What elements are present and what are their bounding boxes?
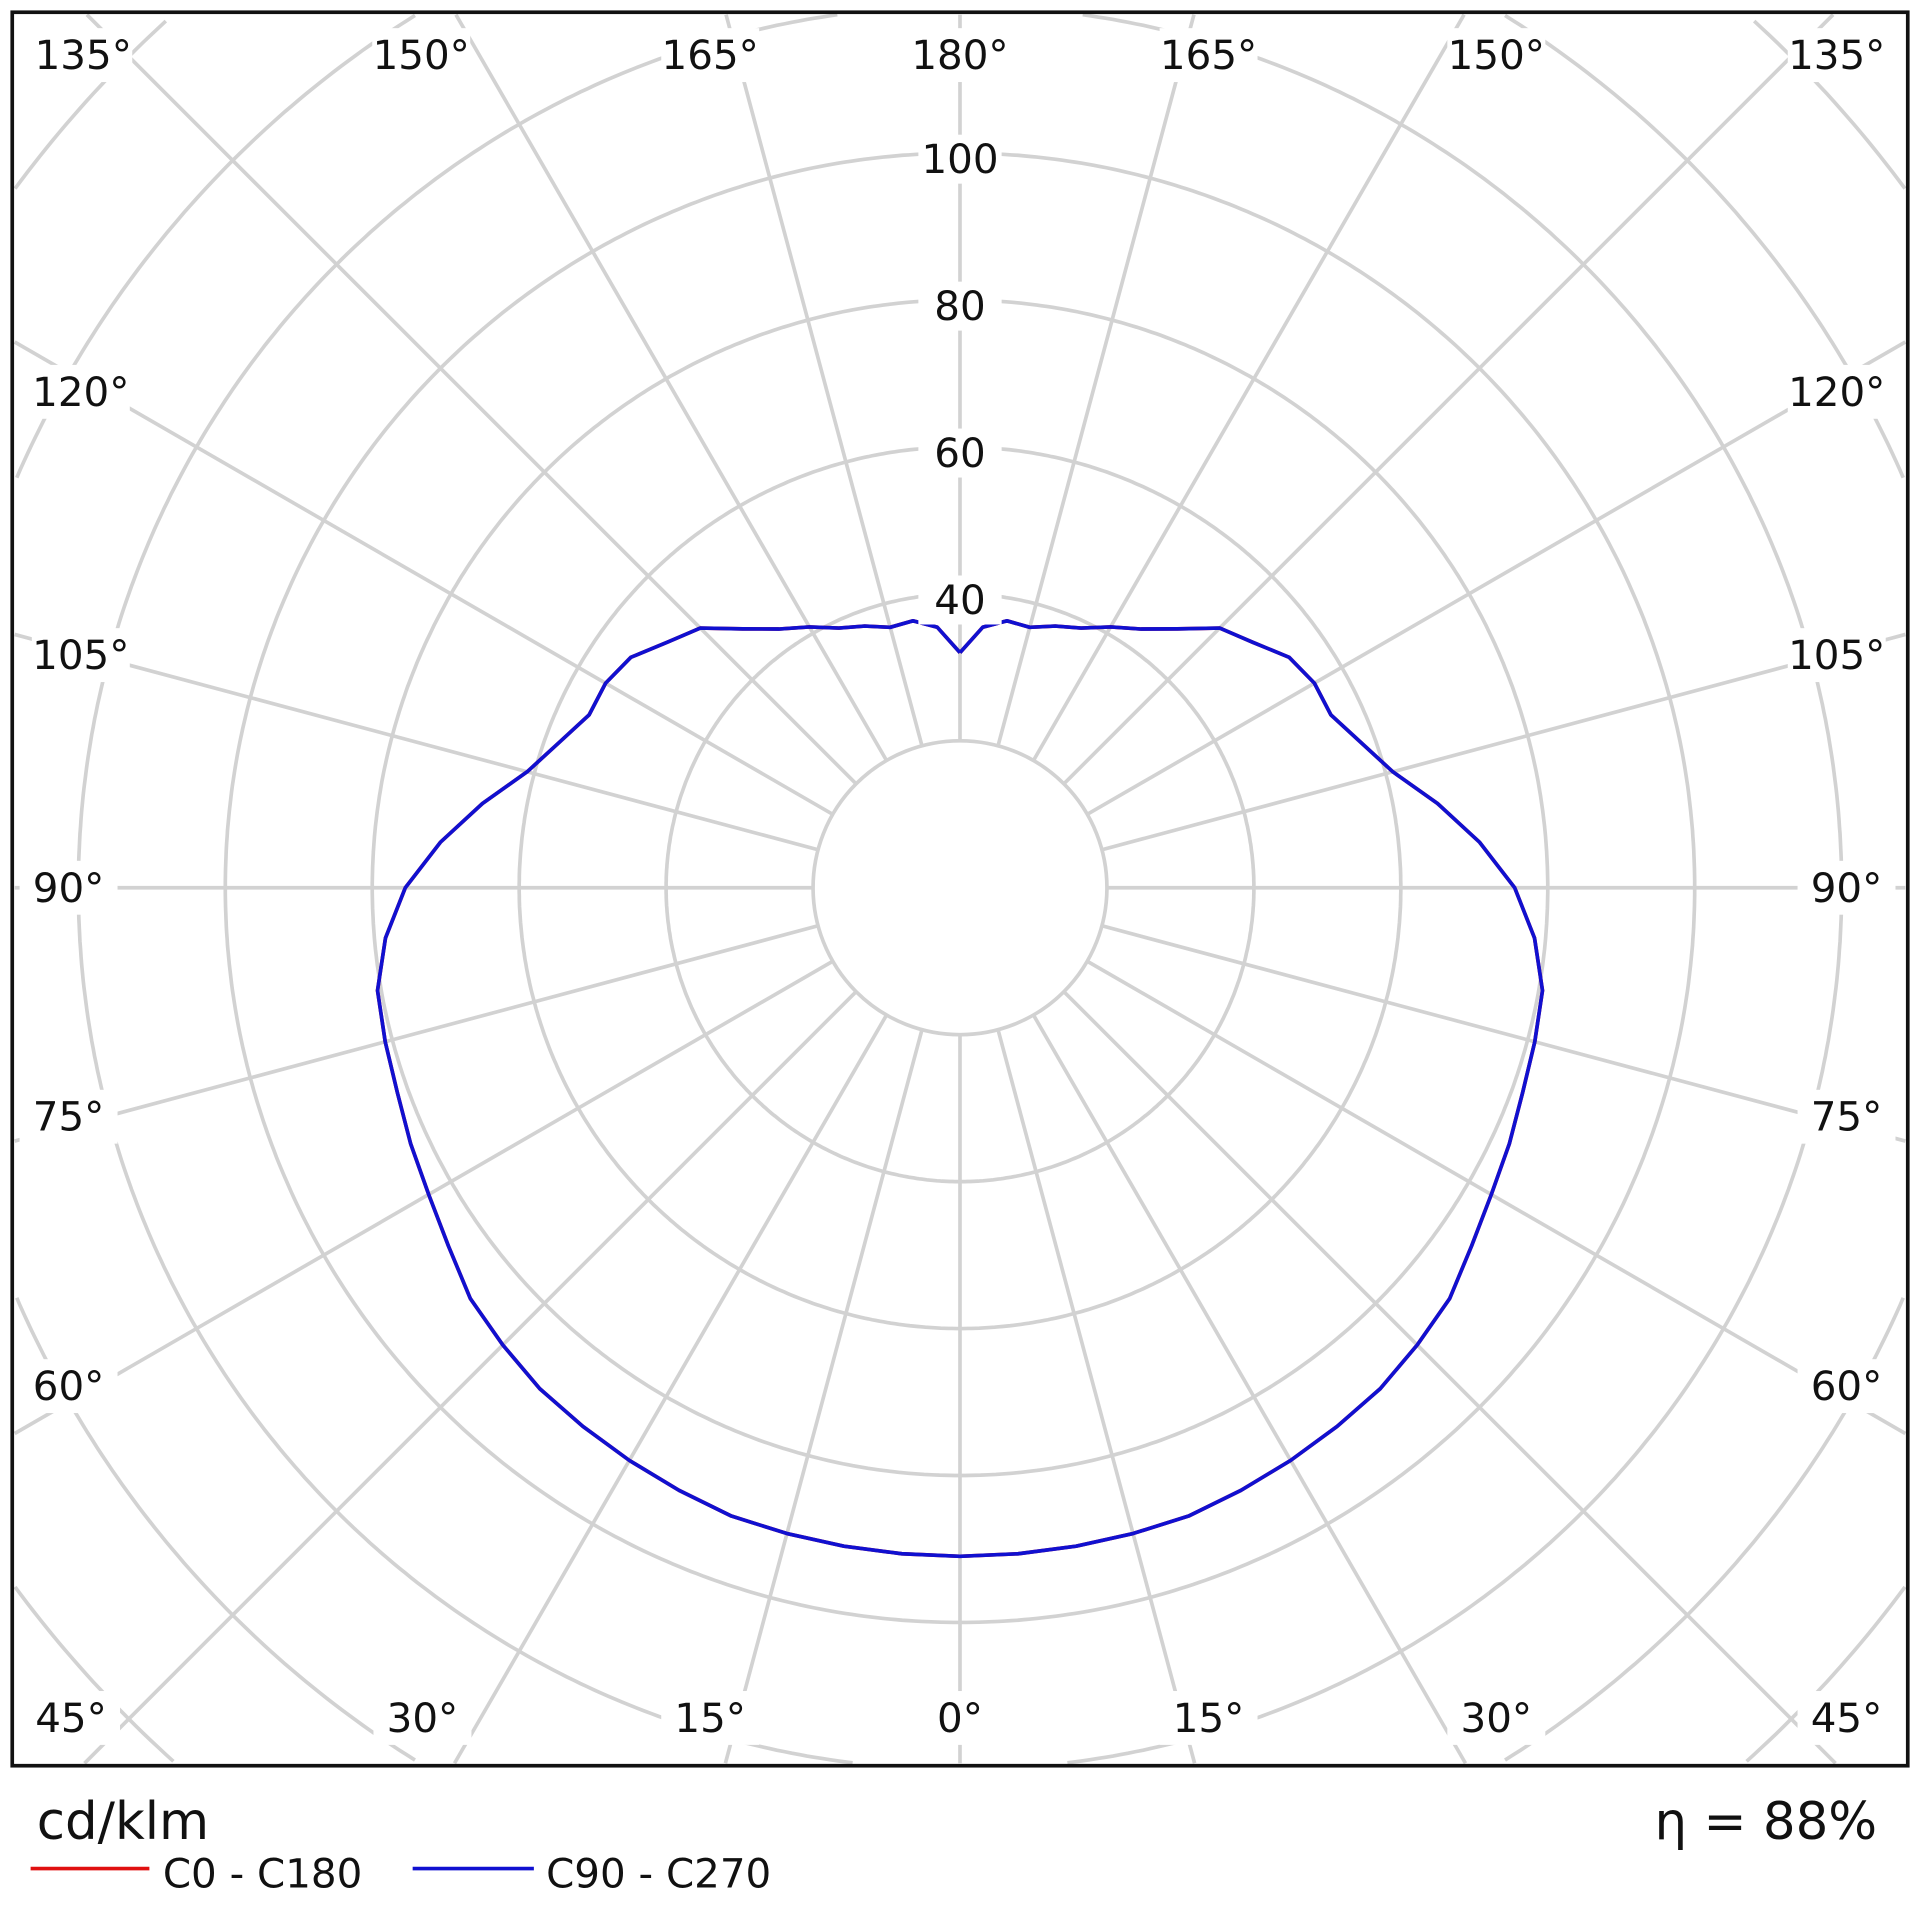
angle-label-bg (1447, 28, 1546, 83)
grid-radial-line (1101, 632, 1906, 852)
angle-label-bg (661, 28, 760, 83)
angle-label-left: 120° (32, 368, 129, 416)
grid-radial-line (14, 632, 819, 852)
angle-label-top: 180° (911, 31, 1008, 79)
legend-label-c90-c270: C90 - C270 (546, 1849, 771, 1897)
angle-label-left: 90° (33, 864, 105, 912)
angle-label-top: 135° (1788, 31, 1885, 79)
efficiency-label: η = 88% (1655, 1792, 1878, 1852)
curves (375, 618, 1545, 1559)
angle-label-bg (372, 28, 471, 83)
grid-radial-line (83, 990, 858, 1765)
grid-radial-line (14, 924, 819, 1143)
angle-label-right: 75° (1811, 1093, 1883, 1141)
grid-radial-line (85, 13, 858, 786)
grid-radial-line (454, 13, 889, 762)
angle-label-bg (1797, 1359, 1896, 1414)
angle-label-top: 165° (662, 31, 759, 79)
grid-ring (13, 19, 168, 190)
angle-label-bg (1787, 364, 1886, 419)
angle-label-bg (1797, 860, 1896, 915)
angle-label-right: 105° (1788, 631, 1885, 679)
radial-tick-labels: 100 80 60 40 (918, 134, 1002, 625)
angle-label-bottom: 15° (674, 1694, 746, 1742)
angle-label-bg (1787, 628, 1886, 683)
angle-label-bg (911, 28, 1009, 83)
angle-label-bg (373, 1691, 472, 1745)
grid-radial-line (1086, 340, 1907, 816)
angle-label-bg (1787, 28, 1886, 83)
tick-label-bg (918, 281, 1002, 331)
angle-label-bg (1447, 1691, 1546, 1745)
angle-label-bg (1797, 1691, 1896, 1745)
angle-label-bg (22, 1691, 120, 1745)
angle-label-bottom: 30° (387, 1694, 459, 1742)
angle-label-bottom: 45° (35, 1694, 107, 1742)
angle-label-top: 165° (1160, 31, 1257, 79)
grid-radial-line (13, 959, 834, 1436)
grid-radial-line (996, 1029, 1197, 1764)
angle-label-left: 75° (33, 1093, 105, 1141)
angle-label-bottom: 45° (1811, 1694, 1883, 1742)
grid-radial-line (1101, 924, 1906, 1143)
grid-radial-line (1062, 13, 1835, 786)
legend-label-c0-c180: C0 - C180 (163, 1849, 362, 1897)
angle-label-right: 60° (1811, 1362, 1883, 1410)
grid-radial-line (13, 340, 834, 816)
angle-label-bg (911, 1691, 1009, 1745)
angle-label-bg (34, 28, 133, 83)
angle-label-bg (1797, 1089, 1896, 1144)
polar-grid (13, 12, 1907, 1765)
angle-label-bg (1159, 28, 1258, 83)
grid-radial-line (1031, 1014, 1468, 1765)
angle-label-bg (1159, 1691, 1258, 1745)
grid-radial-line (723, 1029, 924, 1764)
grid-ring (811, 738, 1109, 1037)
angle-label-bg (661, 1691, 760, 1745)
angle-label-bottom: 15° (1173, 1694, 1245, 1742)
angle-label-bg (19, 1359, 118, 1414)
angle-label-right: 90° (1811, 864, 1883, 912)
angle-label-left: 105° (32, 631, 129, 679)
radial-tick-label: 40 (934, 576, 985, 624)
unit-label: cd/klm (37, 1792, 209, 1852)
grid-radial-line (1086, 959, 1907, 1436)
grid-radial-line (1031, 13, 1466, 762)
angle-label-top: 150° (1448, 31, 1545, 79)
angle-labels: 135° 150° 165° 180° 165° 150° 135° 120° 105° 90° 7… (19, 28, 1896, 1745)
chart-frame (10, 10, 1910, 1768)
tick-label-bg (918, 575, 1002, 625)
angle-label-top: 135° (35, 31, 132, 79)
angle-label-bg (19, 1089, 118, 1144)
radial-tick-label: 100 (921, 135, 998, 183)
grid-radial-line (452, 1014, 889, 1765)
radial-tick-label: 60 (934, 429, 985, 477)
grid-radial-line (1062, 990, 1837, 1765)
tick-label-bg (918, 134, 1002, 184)
angle-label-bottom: 30° (1461, 1694, 1533, 1742)
angle-label-bg (31, 628, 130, 683)
grid-radial-line (996, 14, 1196, 747)
angle-label-left: 60° (33, 1362, 105, 1410)
tick-label-bg (918, 428, 1002, 478)
grid-ring (1752, 19, 1907, 190)
angle-label-top: 150° (373, 31, 470, 79)
radial-tick-label: 80 (934, 282, 985, 330)
grid-ring (1745, 1585, 1907, 1763)
angle-label-bg (31, 364, 130, 419)
grid-ring (13, 1585, 175, 1763)
grid-radial-line (724, 14, 924, 747)
angle-label-bottom: 0° (937, 1694, 983, 1742)
series-curve-c90-c270 (375, 618, 1545, 1559)
angle-label-right: 120° (1788, 368, 1885, 416)
angle-label-bg (19, 860, 118, 915)
